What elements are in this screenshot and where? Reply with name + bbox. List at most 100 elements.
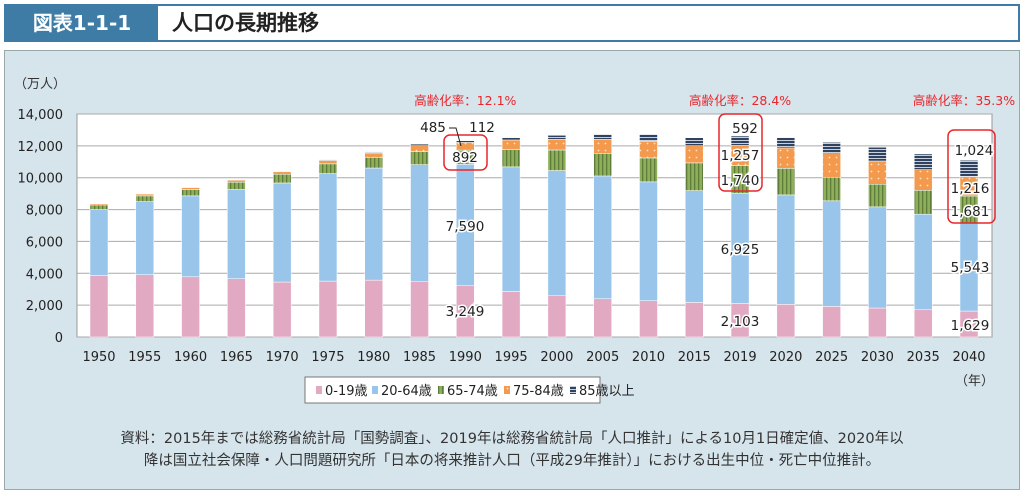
bar-segment-2040-series-4 bbox=[959, 160, 979, 177]
bar-segment-2035-series-4 bbox=[913, 153, 933, 170]
data-label: 892 bbox=[452, 150, 478, 166]
bar-segment-2025-series-2 bbox=[822, 176, 841, 202]
bar-segment-2015-series-0 bbox=[685, 302, 704, 338]
bar-segment-2030-series-0 bbox=[868, 307, 887, 338]
x-axis-unit: （年） bbox=[955, 374, 994, 389]
x-tick-label: 2000 bbox=[540, 350, 573, 365]
bar-segment-2035-series-3 bbox=[913, 169, 933, 191]
bar-segment-1985-series-0 bbox=[410, 281, 429, 338]
y-tick-label: 4,000 bbox=[26, 267, 63, 282]
bar-segment-1980-series-3 bbox=[364, 152, 383, 158]
legend-label: 0-19歳 bbox=[325, 384, 368, 399]
y-tick-label: 2,000 bbox=[26, 299, 63, 314]
plot-area bbox=[76, 113, 993, 338]
leader-line bbox=[449, 127, 462, 147]
legend: 0-19歳 20-64歳 65-74歳 75-84歳 85歳以上 bbox=[304, 376, 635, 404]
bar-segment-2030-series-4 bbox=[868, 147, 887, 162]
bar-segment-1995-series-0 bbox=[501, 291, 521, 338]
bar-segment-1975-series-1 bbox=[318, 173, 338, 282]
bar-segment-2020-series-0 bbox=[776, 304, 796, 338]
bar-segment-2020-series-2 bbox=[776, 168, 796, 196]
y-tick-label: 10,000 bbox=[18, 172, 64, 187]
bar-segment-2000-series-0 bbox=[547, 295, 567, 338]
bar-segment-1990-series-3 bbox=[456, 142, 475, 151]
callout-box bbox=[947, 129, 996, 224]
x-tick-label: 2040 bbox=[952, 350, 985, 365]
bar-segment-1995-series-3 bbox=[501, 139, 521, 150]
bar-segment-2035-series-0 bbox=[913, 309, 933, 338]
bar-segment-2010-series-1 bbox=[639, 181, 658, 301]
bar-segment-1985-series-4 bbox=[410, 143, 429, 146]
x-tick-label: 1965 bbox=[220, 350, 253, 365]
bar-segment-1960-series-3 bbox=[181, 187, 200, 190]
bar-segment-2010-series-4 bbox=[639, 134, 658, 142]
bar-segment-1985-series-3 bbox=[410, 145, 429, 152]
bar-segment-2010-series-3 bbox=[639, 140, 658, 159]
callout-box bbox=[718, 113, 763, 192]
bar-segment-2015-series-3 bbox=[685, 145, 704, 164]
aging-rate-annotation: 高齢化率：35.3% bbox=[913, 93, 1015, 108]
x-tick-label: 2035 bbox=[907, 350, 940, 365]
bar-segment-2010-series-0 bbox=[639, 300, 658, 338]
legend-label: 65-74歳 bbox=[447, 384, 498, 399]
aging-rate-annotation: 高齢化率：28.4% bbox=[689, 93, 791, 108]
x-tick-label: 1975 bbox=[311, 350, 344, 365]
bar-segment-2019-series-4 bbox=[730, 135, 750, 146]
bar-segment-1965-series-3 bbox=[227, 179, 246, 183]
data-label: 1,629 bbox=[951, 318, 990, 334]
data-label: 1,740 bbox=[721, 173, 760, 189]
bar-segment-1995-series-4 bbox=[501, 137, 521, 141]
bar-segment-1970-series-3 bbox=[272, 171, 292, 175]
bar-segment-1980-series-2 bbox=[364, 157, 383, 169]
y-tick-label: 0 bbox=[55, 331, 63, 346]
x-tick-label: 1980 bbox=[357, 350, 390, 365]
bar-segment-1975-series-3 bbox=[318, 160, 338, 165]
data-label: 6,925 bbox=[721, 242, 760, 258]
x-tick-label: 1970 bbox=[266, 350, 299, 365]
x-tick-label: 1985 bbox=[403, 350, 436, 365]
bar-segment-1955-series-1 bbox=[135, 201, 155, 275]
legend-swatch-1 bbox=[372, 386, 378, 394]
bar-segment-2015-series-4 bbox=[685, 137, 704, 146]
callout-box bbox=[443, 134, 488, 171]
bar-segment-2025-series-4 bbox=[822, 142, 841, 154]
bar-segment-2035-series-1 bbox=[913, 213, 933, 311]
x-tick-label: 2019 bbox=[724, 350, 757, 365]
data-label: 1,024 bbox=[955, 143, 994, 159]
bar-segment-1970-series-2 bbox=[272, 173, 292, 184]
legend-swatch-4 bbox=[570, 386, 576, 394]
y-tick-label: 6,000 bbox=[26, 235, 63, 250]
source-note-line1: 資料：2015年までは総務省統計局「国勢調査」、2019年は総務省統計局「人口推… bbox=[120, 431, 904, 447]
bar-segment-1955-series-0 bbox=[135, 274, 155, 338]
bar-segment-2000-series-4 bbox=[547, 135, 567, 140]
bar-segment-1975-series-4 bbox=[318, 159, 338, 161]
x-tick-label: 2020 bbox=[769, 350, 802, 365]
x-tick-label: 2030 bbox=[861, 350, 894, 365]
figure-number: 図表1-1-1 bbox=[6, 6, 158, 40]
bar-segment-1960-series-1 bbox=[181, 195, 200, 278]
data-label: 112 bbox=[469, 120, 495, 136]
bar-segment-1970-series-1 bbox=[272, 182, 292, 283]
y-axis-unit: （万人） bbox=[14, 77, 66, 92]
bar-segment-1960-series-0 bbox=[181, 276, 200, 338]
bar-segment-1955-series-3 bbox=[135, 193, 155, 197]
bar-segment-1970-series-0 bbox=[272, 281, 292, 338]
bar-segment-1965-series-0 bbox=[227, 278, 246, 338]
legend-swatch-3 bbox=[504, 386, 510, 394]
bar-segment-1980-series-1 bbox=[364, 167, 383, 281]
bar-segment-1995-series-2 bbox=[501, 149, 521, 168]
bar-segment-2005-series-1 bbox=[593, 175, 612, 300]
x-tick-label: 2015 bbox=[678, 350, 711, 365]
y-tick-label: 14,000 bbox=[18, 108, 64, 123]
data-label: 1,257 bbox=[721, 148, 760, 164]
bar-segment-1990-series-4 bbox=[456, 140, 475, 143]
data-label: 3,249 bbox=[446, 304, 485, 320]
figure-header: 図表1-1-1 人口の長期推移 bbox=[4, 4, 1020, 42]
bar-segment-2035-series-2 bbox=[913, 190, 933, 215]
x-tick-label: 2010 bbox=[632, 350, 665, 365]
bar-segment-1965-series-2 bbox=[227, 181, 246, 190]
legend-swatch-0 bbox=[316, 386, 322, 394]
legend-swatch-2 bbox=[438, 386, 444, 394]
bar-segment-2025-series-1 bbox=[822, 200, 841, 307]
bar-segment-2025-series-0 bbox=[822, 306, 841, 338]
